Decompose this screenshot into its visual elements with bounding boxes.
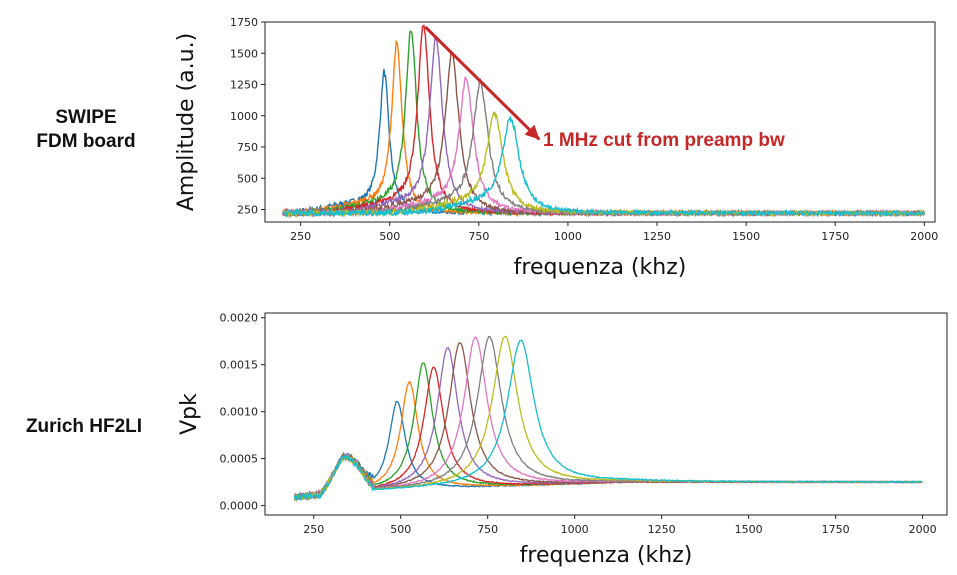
x-tick-label: 1250 [648,523,676,536]
x-tick-label: 1250 [643,230,671,243]
series-line-10 [295,340,923,500]
y-axis-label: Vpk [177,393,202,435]
x-tick-label: 250 [303,523,324,536]
series-line-7 [295,337,923,499]
x-tick-label: 2000 [910,230,938,243]
chart-swipe: 250 500 750 1000 1250 1500 1750 2000 250 500 750 10… [174,16,938,280]
annotation-arrow [425,27,539,140]
x-tick-label: 1750 [821,230,849,243]
y-tick-label: 1500 [230,47,258,60]
series-group [295,336,923,500]
x-tick-label: 1000 [561,523,589,536]
x-tick-label: 1500 [732,230,760,243]
series-line-9 [295,336,923,500]
y-tick-label: 0.0000 [220,500,259,513]
y-tick-label: 0.0010 [220,406,259,419]
x-tick-label: 500 [390,523,411,536]
y-tick-label: 750 [237,141,258,154]
y-tick-label: 500 [237,172,258,185]
x-axis-label: frequenza (khz) [514,255,687,280]
y-tick-label: 1750 [230,16,258,29]
x-tick-label: 250 [290,230,311,243]
x-tick-label: 500 [379,230,400,243]
x-tick-label: 750 [468,230,489,243]
x-tick-label: 1750 [822,523,850,536]
chart-zurich: 250 500 750 1000 1250 1500 1750 2000 0.0000 0.000… [177,312,947,568]
y-axis-label: Amplitude (a.u.) [174,33,199,211]
x-tick-label: 1000 [554,230,582,243]
y-tick-label: 1250 [230,79,258,92]
y-tick-label: 0.0005 [220,453,259,466]
annotation-text: 1 MHz cut from preamp bw [543,130,785,151]
x-tick-label: 2000 [909,523,937,536]
y-tick-label: 250 [237,204,258,217]
y-tick-label: 0.0020 [220,312,259,325]
y-tick-label: 0.0015 [220,359,259,372]
plot-frame [265,22,935,222]
series-line-6 [295,343,923,500]
x-tick-label: 750 [477,523,498,536]
series-group [283,25,925,215]
y-tick-label: 1000 [230,110,258,123]
series-line-5 [295,348,923,499]
x-tick-label: 1500 [735,523,763,536]
plot-frame [265,313,947,515]
x-axis-label: frequenza (khz) [520,543,693,568]
series-line-8 [295,337,923,500]
